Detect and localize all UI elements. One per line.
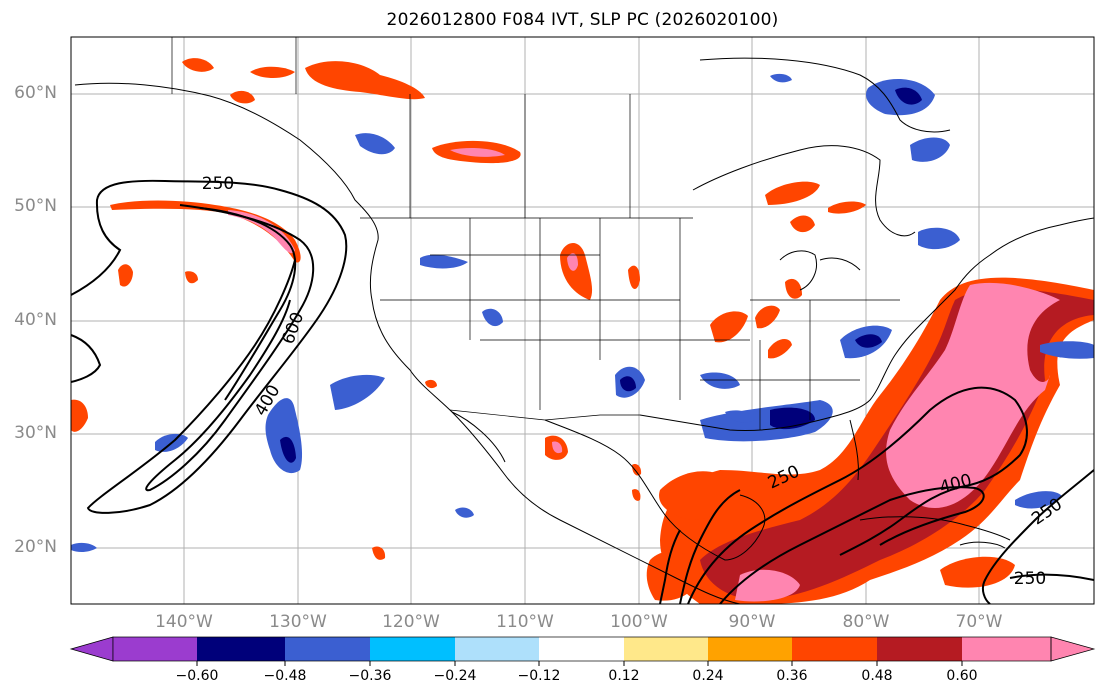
ivt-negative-shading — [71, 73, 1094, 553]
colorbar-tick-label: 0.36 — [776, 668, 808, 684]
lon-label: 70°W — [955, 612, 1003, 632]
ivt-positive-shading — [71, 58, 1094, 604]
colorbar-segment — [624, 637, 708, 661]
colorbar-tick-label: −0.60 — [175, 668, 219, 684]
colorbar — [69, 636, 1096, 666]
colorbar-segment — [197, 637, 285, 661]
political-borders — [171, 37, 900, 430]
colorbar-segment — [877, 637, 962, 661]
lat-label: 40°N — [14, 310, 57, 330]
colorbar-segment — [1050, 636, 1096, 662]
colorbar-segment — [539, 637, 624, 661]
lon-label: 110°W — [496, 612, 554, 632]
colorbar-tick-label: 0.24 — [692, 668, 724, 684]
colorbar-segment — [113, 637, 197, 661]
colorbar-segment — [962, 637, 1051, 661]
colorbar-segment — [370, 637, 455, 661]
lat-label: 60°N — [14, 83, 57, 103]
contour-label: 250 — [1014, 569, 1046, 589]
map-title: 2026012800 F084 IVT, SLP PC (2026020100) — [386, 10, 779, 30]
lat-label: 50°N — [14, 196, 57, 216]
colorbar-segment — [792, 637, 877, 661]
colorbar-tick-label: −0.24 — [433, 668, 477, 684]
colorbar-ticks — [196, 661, 963, 666]
colorbar-segment — [708, 637, 792, 661]
colorbar-segment — [455, 637, 539, 661]
colorbar-tick-label: −0.48 — [263, 668, 307, 684]
lon-label: 120°W — [382, 612, 440, 632]
map-frame — [70, 36, 1095, 605]
contour-label: 250 — [202, 174, 234, 194]
colorbar-tick-label: −0.36 — [348, 668, 392, 684]
slp-contours — [71, 179, 1094, 604]
colorbar-tick-label: 0.48 — [861, 668, 893, 684]
lat-label: 20°N — [14, 537, 57, 557]
lon-label: 130°W — [269, 612, 327, 632]
lon-label: 90°W — [728, 612, 776, 632]
colorbar-segment — [285, 637, 370, 661]
lon-label: 140°W — [155, 612, 213, 632]
colorbar-tick-label: −0.12 — [517, 668, 561, 684]
lon-label: 100°W — [610, 612, 668, 632]
lat-label: 30°N — [14, 423, 57, 443]
coastlines — [74, 57, 1094, 604]
lon-label: 80°W — [842, 612, 890, 632]
colorbar-tick-label: 0.12 — [608, 668, 640, 684]
colorbar-tick-label: 0.60 — [946, 668, 978, 684]
colorbar-segment — [69, 636, 114, 662]
colorbar-frame — [112, 636, 1052, 662]
